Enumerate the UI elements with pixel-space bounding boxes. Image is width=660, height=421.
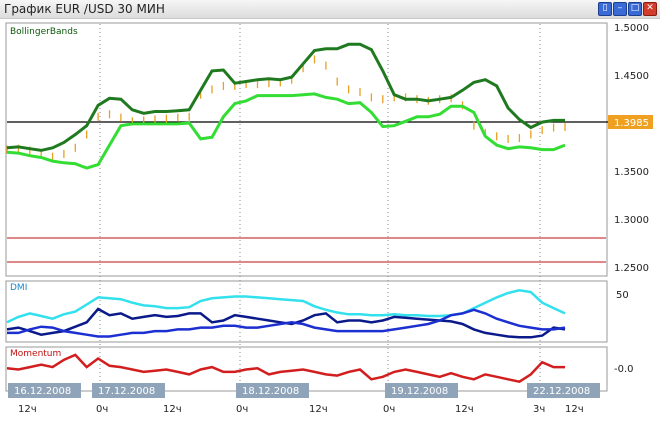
hour-label: 12ч — [18, 404, 37, 415]
price-tick: 1.4500 — [614, 71, 649, 82]
hour-label: 12ч — [455, 404, 474, 415]
upper-bollinger-band — [6, 42, 565, 152]
date-tags: 16.12.2008 17.12.2008 18.12.2008 19.12.2… — [8, 383, 600, 398]
price-tick: 1.3500 — [614, 167, 649, 178]
price-tick: 1.5000 — [614, 23, 649, 34]
price-axis: 1.5000 1.4500 1.3500 1.3000 1.2500 — [614, 23, 649, 274]
restore-button[interactable]: ▯ — [598, 2, 612, 16]
price-tick: 1.2500 — [614, 263, 649, 274]
price-tick: 1.3000 — [614, 215, 649, 226]
momentum-tick: -0.0 — [614, 364, 634, 375]
bollinger-label: BollingerBands — [10, 27, 78, 37]
momentum-line — [6, 353, 565, 384]
dmi-minus-line — [7, 308, 566, 338]
dmi-label: DMI — [10, 283, 27, 293]
date-tag-bg — [236, 383, 309, 398]
lower-bollinger-band — [6, 92, 566, 170]
hour-labels: 12ч 0ч 12ч 0ч 12ч 0ч 12ч 3ч 12ч — [18, 404, 584, 415]
date-tag: 16.12.2008 — [14, 386, 71, 397]
date-tag-bg — [8, 383, 81, 398]
hour-label: 12ч — [309, 404, 328, 415]
chart-area[interactable]: BollingerBands DMI Momentum 1.5000 1.450… — [0, 19, 660, 421]
minimize-button[interactable]: – — [613, 2, 627, 16]
close-button[interactable]: ✕ — [643, 2, 657, 16]
current-price-tag — [608, 115, 653, 129]
date-tag: 22.12.2008 — [533, 386, 590, 397]
hour-label: 0ч — [236, 404, 248, 415]
dmi-tick: 50 — [616, 290, 629, 301]
date-tag: 19.12.2008 — [391, 386, 448, 397]
momentum-label: Momentum — [10, 349, 61, 359]
title-bar: График EUR /USD 30 МИН ▯ – □ ✕ — [0, 0, 660, 19]
dmi-adx-line — [6, 289, 566, 324]
date-tag: 17.12.2008 — [98, 386, 155, 397]
hour-label: 12ч — [163, 404, 182, 415]
date-tag-bg — [527, 383, 600, 398]
hour-label: 0ч — [383, 404, 395, 415]
dmi-panel-frame — [5, 280, 608, 343]
date-tag: 18.12.2008 — [242, 386, 299, 397]
date-tag-bg — [385, 383, 458, 398]
price-bars — [6, 55, 566, 161]
hour-label: 3ч — [533, 404, 545, 415]
hour-label: 0ч — [96, 404, 108, 415]
hour-label: 12ч — [565, 404, 584, 415]
window-title: График EUR /USD 30 МИН — [4, 2, 165, 16]
maximize-button[interactable]: □ — [628, 2, 642, 16]
current-price-value: 1.3985 — [614, 118, 649, 129]
date-tag-bg — [92, 383, 165, 398]
